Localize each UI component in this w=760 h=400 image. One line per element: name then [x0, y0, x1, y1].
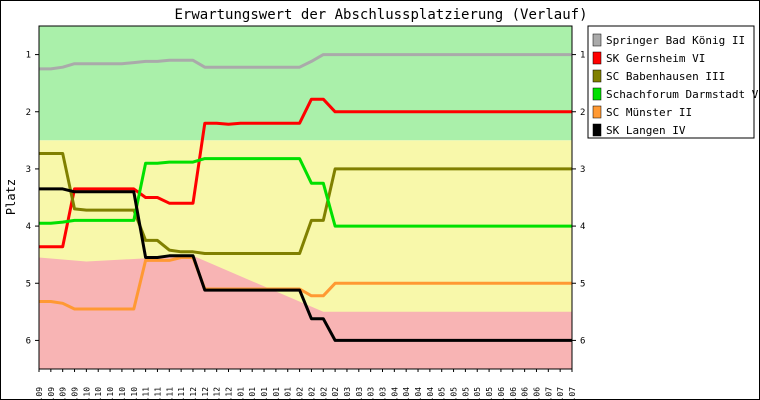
y-tick-label-left: 5	[26, 279, 31, 289]
y-tick-label-right: 2	[580, 108, 585, 118]
series-line-0	[39, 53, 572, 71]
x-tick-label: 12.12	[201, 387, 210, 399]
y-tick-label-left: 3	[26, 165, 31, 175]
x-tick-label: 20.03	[367, 387, 376, 399]
chart-title: Erwartungswert der Abschlussplatzierung …	[174, 7, 587, 23]
series-line-1	[39, 97, 572, 249]
series-line-5	[39, 187, 572, 342]
x-tick-label: 03.07	[544, 387, 553, 399]
x-tick-label: 05.12	[189, 387, 198, 399]
x-tick-label: 13.03	[355, 387, 364, 399]
legend-label-5: SK Langen IV	[606, 124, 686, 137]
x-tick-label: 02.01	[236, 387, 245, 399]
legend-swatch-5	[592, 123, 602, 137]
y-tick-label-right: 6	[580, 336, 585, 346]
x-tick-label: 12.09	[47, 387, 56, 399]
zone-top	[39, 26, 572, 141]
x-tick-label: 03.04	[390, 387, 399, 399]
x-tick-label: 26.06	[532, 387, 541, 399]
legend-label-2: SC Babenhausen III	[606, 70, 725, 83]
x-tick-label: 05.09	[35, 387, 44, 399]
x-tick-label: 17.07	[568, 387, 577, 399]
y-tick-label-left: 4	[26, 222, 31, 232]
x-tick-label: 17.10	[106, 387, 115, 399]
legend: Springer Bad König II SK Gernsheim VI SC B…	[587, 25, 759, 139]
x-tick-label: 26.12	[225, 387, 234, 399]
rank-zones	[39, 26, 572, 369]
y-tick-label-right: 4	[580, 222, 585, 232]
y-tick-label-left: 2	[26, 108, 31, 118]
x-tick-label: 19.12	[213, 387, 222, 399]
y-axis-label: Platz	[4, 179, 18, 215]
series-layer	[39, 53, 572, 342]
x-tick-label: 21.11	[165, 387, 174, 399]
x-tick-label: 29.05	[485, 387, 494, 399]
x-tick-label: 30.01	[284, 387, 293, 399]
plot-frame	[38, 25, 573, 370]
x-tick-label: 10.10	[94, 387, 103, 399]
legend-swatch-1	[592, 51, 602, 65]
y-tick-label-right: 5	[580, 279, 585, 289]
x-tick-label: 09.01	[248, 387, 257, 399]
x-tick-label: 23.01	[272, 387, 281, 399]
x-tick-label: 06.02	[296, 387, 305, 399]
x-tick-label: 08.05	[450, 387, 459, 399]
y-tick-label-right: 3	[580, 165, 585, 175]
legend-swatch-4	[592, 105, 602, 119]
x-tick-label: 12.06	[509, 387, 518, 399]
x-tick-label: 24.10	[118, 387, 127, 399]
x-tick-label: 01.05	[438, 387, 447, 399]
x-tick-label: 31.10	[130, 387, 139, 399]
series-line-4	[39, 256, 572, 311]
legend-swatch-2	[592, 69, 602, 83]
x-axis: 05.09 12.09 19.09 26.09 03.10 10.10 17.10 24.10…	[35, 369, 577, 399]
x-tick-label: 10.07	[556, 387, 565, 399]
y-tick-label-left: 6	[26, 336, 31, 346]
legend-label-3: Schachforum Darmstadt VI	[606, 88, 759, 101]
x-tick-label: 03.10	[82, 387, 91, 399]
x-tick-label: 14.11	[153, 387, 162, 399]
x-tick-label: 06.03	[343, 387, 352, 399]
x-tick-label: 13.02	[307, 387, 316, 399]
x-tick-label: 15.05	[461, 387, 470, 399]
x-tick-label: 16.01	[260, 387, 269, 399]
x-tick-label: 22.05	[473, 387, 482, 399]
legend-box	[587, 25, 755, 139]
y-tick-label-left: 1	[26, 51, 31, 61]
y-axis: 1 1 2 2 3 3 4 4 5 5 6 6	[26, 51, 586, 347]
x-tick-label: 28.11	[177, 387, 186, 399]
x-tick-label: 10.04	[402, 387, 411, 399]
legend-label-1: SK Gernsheim VI	[606, 52, 705, 65]
x-tick-label: 27.02	[331, 387, 340, 399]
legend-swatch-3	[592, 87, 602, 101]
series-line-3	[39, 157, 572, 228]
x-tick-label: 20.02	[319, 387, 328, 399]
x-tick-label: 19.09	[59, 387, 68, 399]
x-tick-label: 07.11	[142, 387, 151, 399]
y-tick-label-right: 1	[580, 51, 585, 61]
legend-swatch-0	[592, 33, 602, 47]
x-tick-label: 17.04	[414, 387, 423, 399]
legend-label-0: Springer Bad König II	[606, 34, 745, 47]
x-tick-label: 24.04	[426, 387, 435, 399]
series-line-2	[39, 152, 572, 255]
legend-label-4: SC Münster II	[606, 106, 692, 119]
x-tick-label: 27.03	[378, 387, 387, 399]
x-tick-label: 26.09	[71, 387, 80, 399]
x-tick-label: 05.06	[497, 387, 506, 399]
x-tick-label: 19.06	[521, 387, 530, 399]
